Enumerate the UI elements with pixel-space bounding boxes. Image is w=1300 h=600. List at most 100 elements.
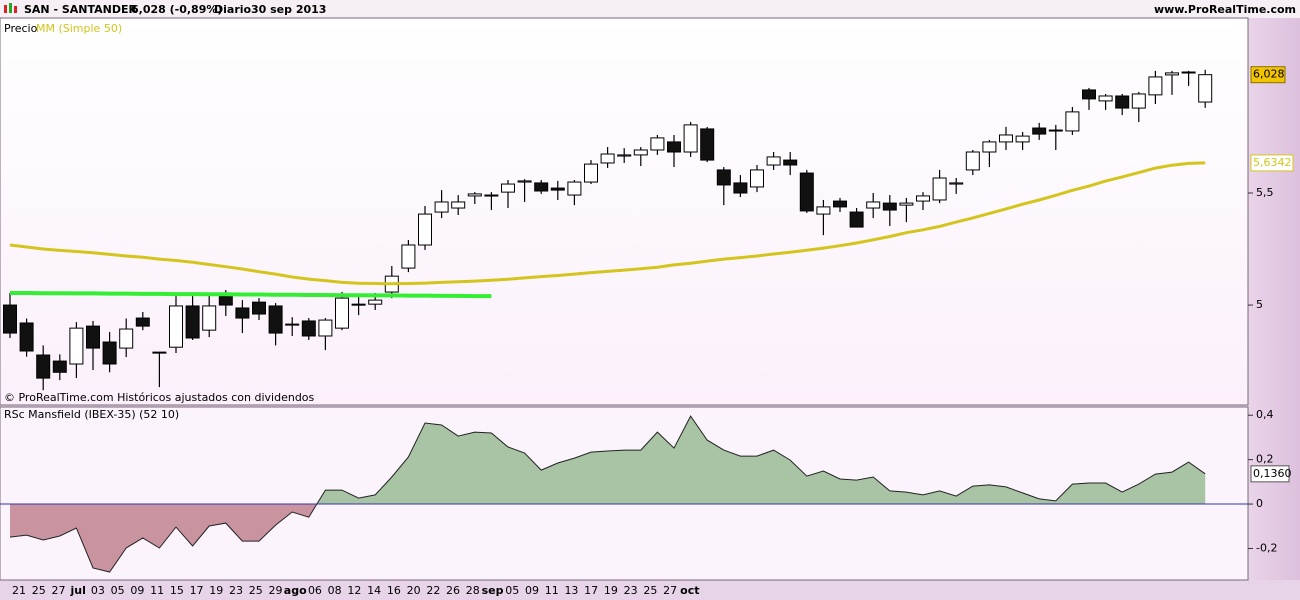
candle-body xyxy=(69,327,84,365)
candle-body xyxy=(534,182,549,192)
y-tick-label: 0 xyxy=(1256,497,1263,510)
candle-body xyxy=(799,172,814,212)
candle-body xyxy=(351,303,366,306)
candle-body xyxy=(833,200,847,208)
candle-body xyxy=(451,201,466,209)
candle-body xyxy=(501,183,515,193)
y-tick-label: 5 xyxy=(1256,298,1263,311)
candle-body xyxy=(949,182,964,185)
candle-body xyxy=(434,201,449,213)
x-tick-label: 03 xyxy=(91,584,105,597)
candle-body xyxy=(1148,76,1163,96)
candle-body xyxy=(866,201,881,209)
candle-body xyxy=(119,328,134,349)
candle-body xyxy=(484,194,499,197)
trend-line xyxy=(10,291,492,299)
quote: 6,028 (-0,89%) xyxy=(131,3,222,16)
candle-body xyxy=(401,244,416,269)
x-tick-label: 05 xyxy=(111,584,125,597)
candle-body xyxy=(816,206,831,215)
candle-body xyxy=(335,297,349,329)
x-tick-label: 15 xyxy=(170,584,184,597)
candle-body xyxy=(600,153,615,164)
candle-body xyxy=(202,305,217,331)
period: Diario xyxy=(214,3,252,16)
candle-body xyxy=(1082,89,1096,100)
candle-body xyxy=(1165,72,1179,76)
x-tick-label: 23 xyxy=(624,584,638,597)
x-tick-label: 20 xyxy=(407,584,421,597)
x-tick-label: 29 xyxy=(268,584,282,597)
x-tick-label: 09 xyxy=(130,584,144,597)
candle-body xyxy=(965,151,980,171)
x-tick-label: 26 xyxy=(446,584,460,597)
header-bar xyxy=(0,0,1300,18)
candle-body xyxy=(3,304,17,334)
candle-body xyxy=(1198,74,1213,103)
candle-body xyxy=(1181,71,1196,74)
x-tick-label: 16 xyxy=(387,584,401,597)
x-tick-label: 17 xyxy=(190,584,204,597)
candle-body xyxy=(584,163,598,183)
x-tick-label: 23 xyxy=(229,584,243,597)
y-tick-label: -0,2 xyxy=(1256,541,1277,554)
candle-body xyxy=(982,141,997,153)
indicator-value-box xyxy=(1250,465,1290,483)
x-tick-label: 06 xyxy=(308,584,322,597)
x-tick-label: oct xyxy=(680,584,699,597)
x-tick-label: 12 xyxy=(347,584,361,597)
price-panel xyxy=(0,17,1249,406)
candle-body xyxy=(285,323,300,326)
candle-body xyxy=(716,169,731,186)
area-negative xyxy=(10,504,1206,572)
candle-body xyxy=(783,159,798,166)
candle-body xyxy=(318,319,333,337)
candle-body xyxy=(19,322,34,352)
candle-body xyxy=(252,301,266,315)
x-tick-label: ago xyxy=(284,584,307,597)
x-tick-label: 27 xyxy=(51,584,65,597)
candle-body xyxy=(86,325,100,349)
candle-body xyxy=(169,305,183,348)
x-tick-label: 25 xyxy=(643,584,657,597)
candle-body xyxy=(1032,127,1047,135)
x-tick-label: 28 xyxy=(466,584,480,597)
y-tick-label: 5,5 xyxy=(1256,186,1274,199)
candle-body xyxy=(418,213,432,246)
last-price-box xyxy=(1250,66,1286,84)
candle-body xyxy=(301,320,316,337)
candle-body xyxy=(467,193,482,197)
candle-body xyxy=(1015,135,1030,143)
brand[interactable]: www.ProRealTime.com xyxy=(1154,3,1296,16)
x-tick-label: 17 xyxy=(584,584,598,597)
candle-body xyxy=(849,211,864,228)
candle-body xyxy=(683,124,698,153)
candle-body xyxy=(235,307,250,319)
candle-body xyxy=(36,354,51,379)
x-tick-label: 11 xyxy=(545,584,559,597)
x-tick-label: 14 xyxy=(367,584,381,597)
candle-body xyxy=(750,169,764,188)
x-tick-label: sep xyxy=(482,584,504,597)
candle-body xyxy=(667,141,681,153)
candle-body xyxy=(650,137,665,151)
candle-body xyxy=(1131,93,1146,109)
y-tick-label: 0,2 xyxy=(1256,453,1274,466)
candle-body xyxy=(882,202,897,211)
candle-body xyxy=(1098,95,1113,102)
symbol: SAN - SANTANDER xyxy=(24,3,138,16)
x-tick-label: 25 xyxy=(32,584,46,597)
candle-body xyxy=(932,177,947,201)
footnote: © ProRealTime.com Históricos ajustados c… xyxy=(4,391,315,404)
candle-body xyxy=(733,182,748,194)
x-tick-label: 22 xyxy=(426,584,440,597)
candle-body xyxy=(368,299,383,305)
candle-body xyxy=(916,195,930,202)
candle-body xyxy=(567,181,582,196)
candle-body xyxy=(152,351,167,354)
x-tick-label: 13 xyxy=(564,584,578,597)
indicator-value-label: 0,1360 xyxy=(1253,467,1292,480)
area-positive xyxy=(316,416,1206,505)
x-tick-label: 11 xyxy=(150,584,164,597)
candle-body xyxy=(52,360,67,373)
